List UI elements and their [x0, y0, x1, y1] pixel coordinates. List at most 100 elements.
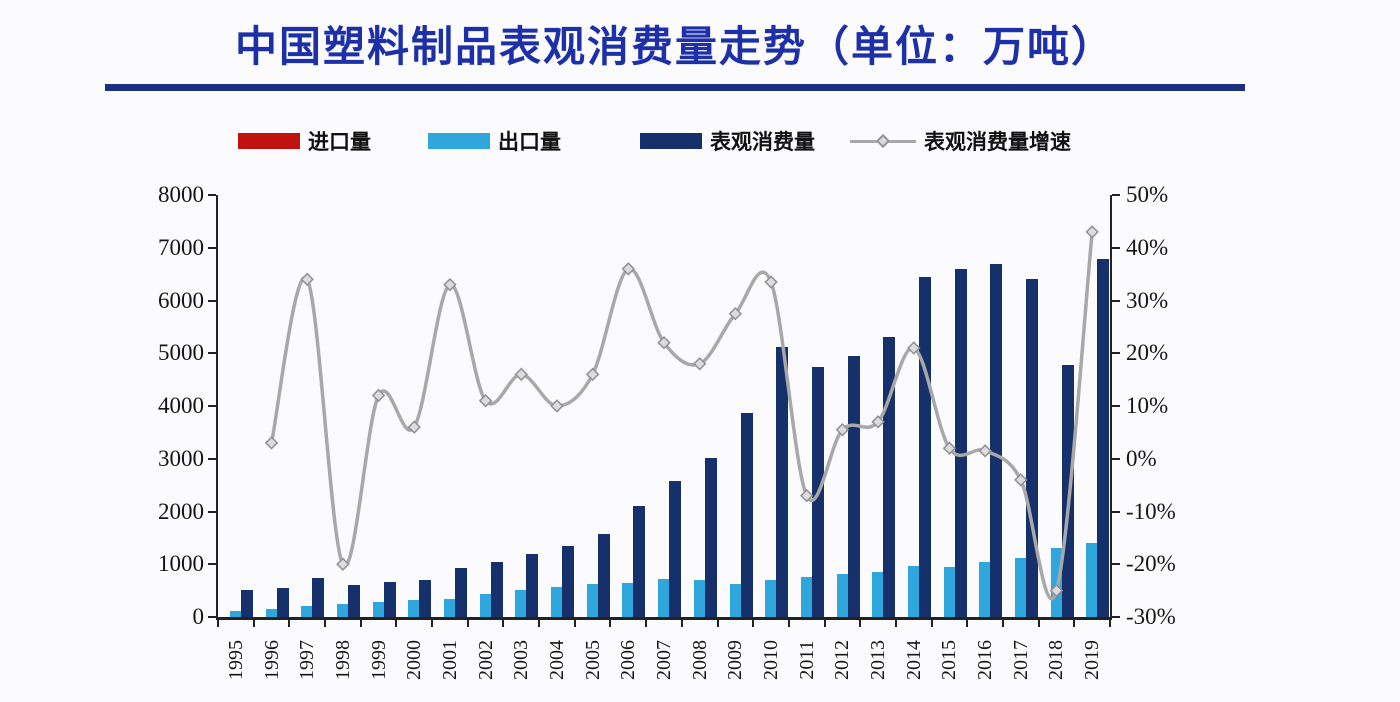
x-axis-tick [859, 620, 862, 627]
x-axis-label: 2000 [403, 640, 426, 680]
consumption-bar [276, 588, 289, 617]
consumption-bar [562, 546, 575, 617]
growth-marker [585, 367, 600, 382]
consumption-bar [1061, 364, 1074, 617]
export-bar [515, 589, 527, 617]
x-axis-tick [1037, 620, 1040, 627]
x-axis-label: 2018 [1045, 640, 1068, 680]
y-axis-right [1110, 195, 1112, 617]
y-axis-left-tick [208, 510, 216, 513]
y-axis-left-label: 4000 [158, 393, 204, 418]
export-bar [586, 584, 598, 617]
title-underline [105, 84, 1245, 91]
x-axis-label: 1999 [367, 640, 390, 680]
consumption-bar [669, 480, 682, 617]
x-axis-label: 2005 [581, 640, 604, 680]
export-bar [408, 599, 420, 617]
x-axis-tick [502, 620, 505, 627]
x-axis-label: 1995 [224, 640, 247, 680]
y-axis-right-label: 10% [1126, 393, 1169, 418]
x-axis-tick [680, 620, 683, 627]
x-axis-label: 2012 [831, 640, 854, 680]
export-bar [444, 598, 456, 617]
x-axis-label: 2011 [795, 640, 818, 680]
x-axis-tick [217, 620, 219, 627]
x-axis-label: 2013 [867, 640, 890, 680]
growth-marker [835, 423, 850, 437]
growth-marker [692, 357, 707, 371]
legend-item: 表观消费量 [640, 126, 815, 156]
growth-marker [371, 388, 386, 403]
growth-marker [978, 444, 992, 458]
export-bar [765, 580, 777, 617]
growth-marker [657, 335, 671, 350]
growth-marker [478, 394, 493, 408]
export-bar [943, 566, 955, 617]
consumption-bar [776, 346, 789, 617]
legend-swatch [238, 133, 300, 149]
growth-marker [907, 341, 921, 355]
x-axis-tick [538, 620, 541, 627]
x-axis-label: 2015 [938, 640, 961, 680]
consumption-bar [241, 590, 253, 617]
x-axis-tick [431, 620, 434, 627]
y-axis-right-label: 50% [1126, 182, 1169, 207]
x-axis-label: 2003 [510, 640, 533, 680]
y-axis-right-label: 40% [1126, 234, 1169, 260]
x-axis-label: 1996 [260, 640, 283, 680]
legend-swatch [428, 133, 490, 149]
growth-marker [443, 277, 457, 292]
y-axis-right-label: 30% [1126, 287, 1169, 313]
consumption-bar [811, 367, 824, 617]
export-bar [479, 594, 491, 617]
export-bar [265, 608, 277, 617]
x-axis-tick [1073, 620, 1076, 627]
x-axis-tick [752, 620, 755, 627]
y-axis-left-label: 3000 [158, 445, 204, 471]
consumption-bar [704, 458, 717, 617]
growth-marker [621, 262, 636, 276]
y-axis-right-label: -20% [1126, 551, 1176, 577]
x-axis-tick [787, 620, 790, 627]
y-axis-left-tick [208, 457, 216, 460]
y-axis-left-label: 5000 [158, 340, 204, 366]
consumption-bar [597, 533, 610, 617]
growth-marker [764, 275, 778, 289]
legend-label: 进口量 [308, 131, 371, 154]
x-axis-label: 2010 [760, 640, 783, 680]
export-bar [872, 572, 884, 617]
x-axis-tick [930, 620, 933, 627]
y-axis-right-tick [1112, 563, 1120, 566]
consumption-bar [348, 585, 361, 617]
consumption-bar [847, 355, 860, 617]
growth-line [269, 231, 1094, 601]
y-axis-right-label: 20% [1126, 340, 1169, 366]
legend: 进口量 出口量 表观消费量 表观消费量增速 [0, 126, 1400, 160]
y-axis-right-tick [1112, 299, 1120, 302]
x-axis-tick [609, 620, 612, 627]
x-axis-tick [395, 620, 398, 627]
y-axis-left-tick [208, 616, 216, 618]
x-axis-tick [288, 620, 291, 627]
y-axis-left-tick [208, 352, 216, 355]
consumption-bar [918, 276, 931, 617]
export-bar [693, 580, 705, 617]
x-axis-label: 2016 [974, 640, 997, 680]
export-bar [1014, 557, 1026, 617]
x-axis-tick [466, 620, 469, 627]
growth-marker [550, 399, 564, 413]
x-axis-tick [645, 620, 648, 627]
growth-marker [1085, 225, 1099, 239]
y-axis-left-label: 6000 [158, 287, 204, 313]
export-bar [729, 583, 741, 617]
growth-marker [407, 420, 421, 434]
x-axis-tick [252, 620, 255, 627]
growth-marker [942, 441, 957, 455]
growth-marker [871, 415, 885, 429]
legend-label: 表观消费量增速 [924, 131, 1071, 154]
export-bar [301, 605, 313, 617]
y-axis-left-label: 2000 [158, 498, 204, 524]
y-axis-left-tick [208, 194, 216, 196]
